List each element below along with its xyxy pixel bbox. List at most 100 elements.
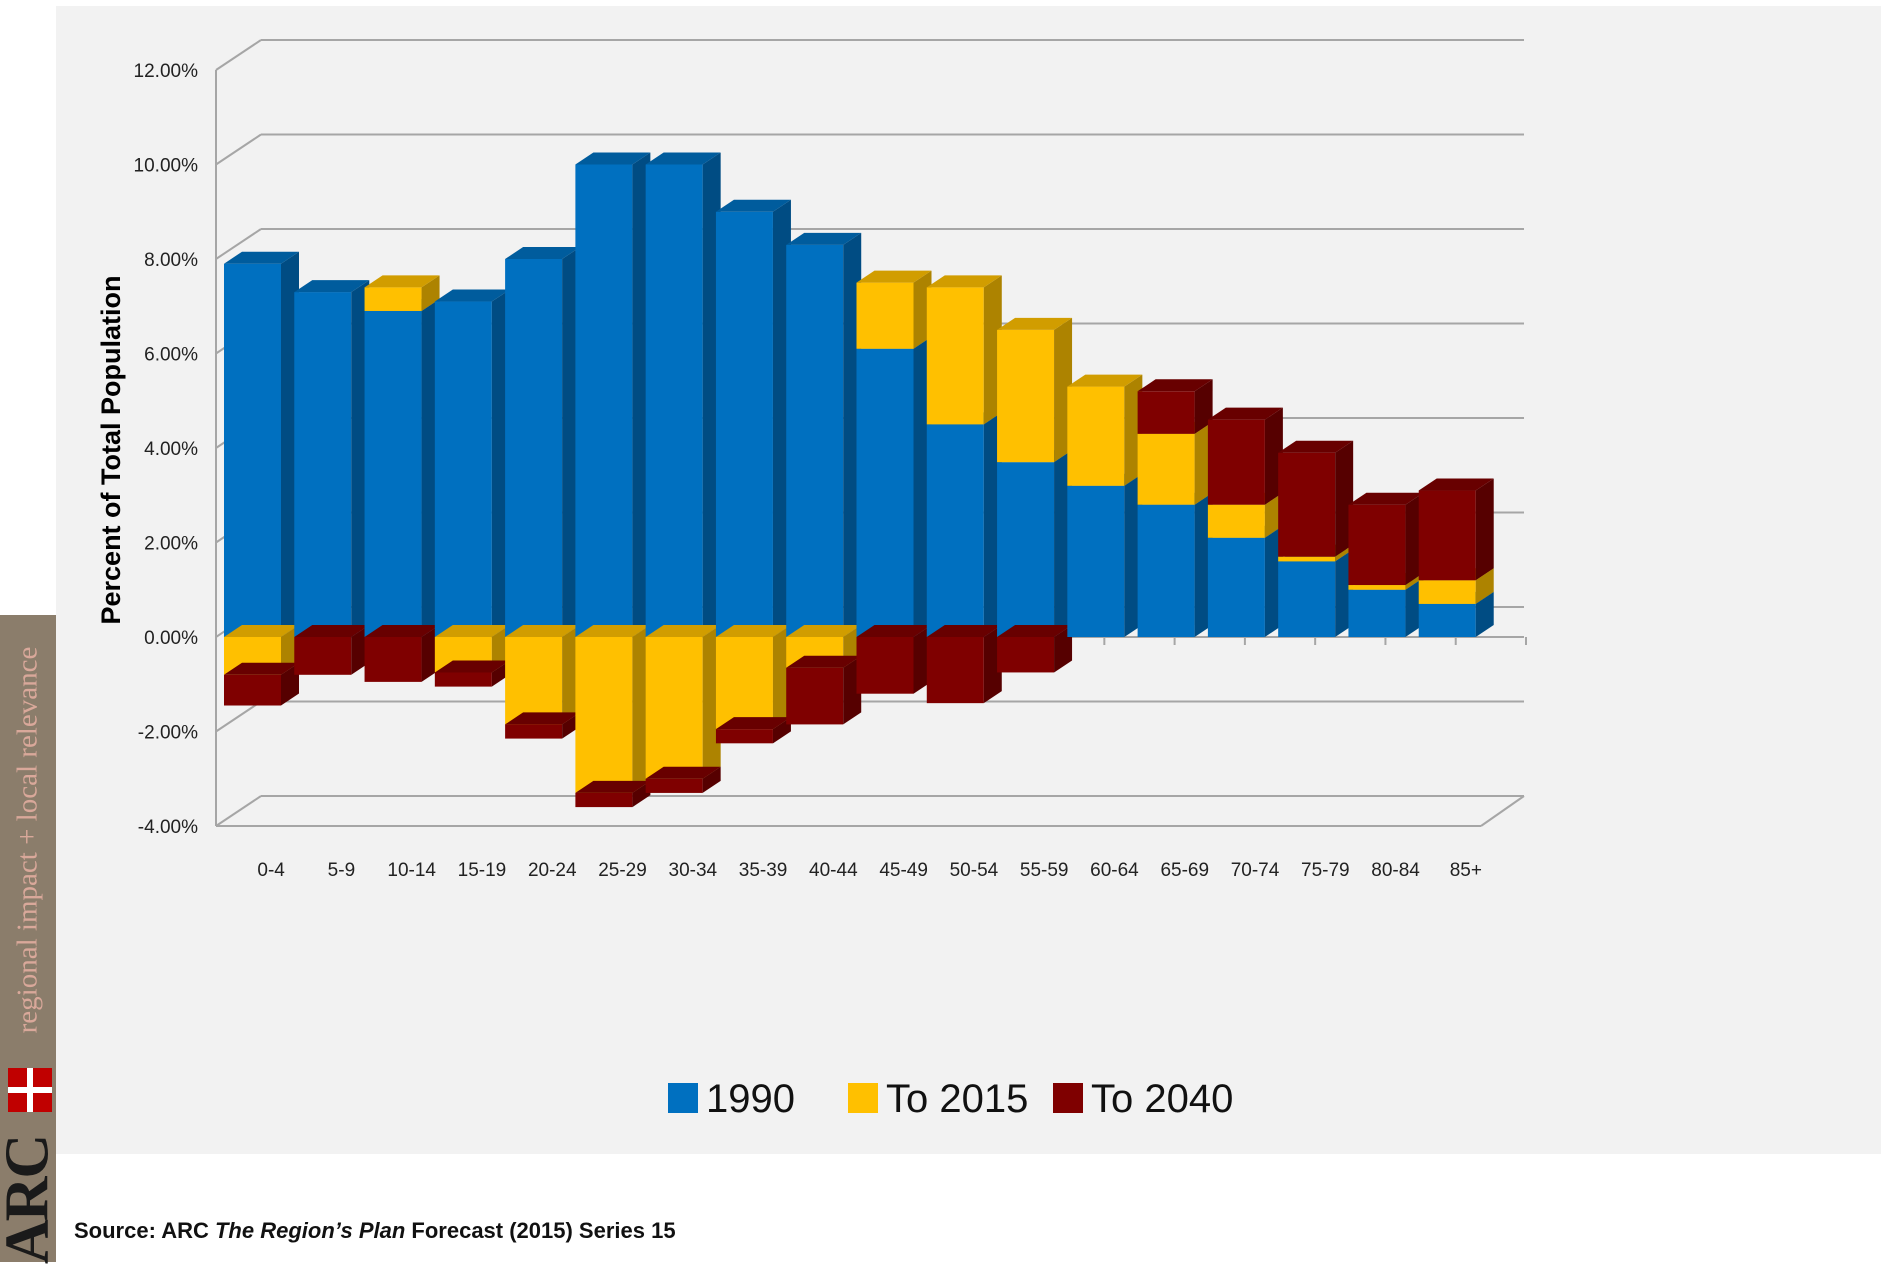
- bar-segment-top: [505, 625, 581, 637]
- bar-segment-top: [224, 251, 299, 264]
- chart-panel: -4.00% -2.00% 0.00% 2.00% 4.00% 6.00% 8.00% 10.…: [56, 6, 1881, 1154]
- arc-logo-text: ARC: [0, 1135, 62, 1264]
- chart: -4.00% -2.00% 0.00% 2.00% 4.00% 6.00% 8.00% 10.…: [96, 39, 1527, 1121]
- x-tick-label: 30-34: [669, 860, 718, 881]
- bar-segment-top: [786, 232, 862, 245]
- bar-segment-top: [434, 660, 510, 673]
- legend-label: To 2040: [1091, 1077, 1233, 1121]
- bar-segment: [1348, 585, 1406, 590]
- bar-segment: [1278, 561, 1336, 637]
- x-tick-label: 5-9: [328, 860, 355, 881]
- x-tick-label: 10-14: [387, 860, 436, 881]
- bar-segment-top: [1418, 478, 1494, 491]
- bar-segment-top: [786, 655, 862, 668]
- y-tick-label: -4.00%: [138, 817, 198, 838]
- legend-swatch: [668, 1083, 698, 1113]
- bar-segment-top: [1348, 492, 1424, 505]
- x-tick-label: 80-84: [1371, 860, 1420, 881]
- x-tick-label: 70-74: [1231, 860, 1280, 881]
- y-tick-label: 0.00%: [144, 628, 198, 649]
- bar-segment: [856, 637, 914, 694]
- bar-segment: [856, 282, 914, 349]
- x-tick-label: 50-54: [950, 860, 999, 881]
- bar-segment-top: [434, 625, 510, 637]
- bar-segment-top: [997, 625, 1073, 637]
- bar-segment-side: [421, 275, 440, 311]
- x-tick-label: 15-19: [458, 860, 507, 881]
- y-tick-label: 6.00%: [144, 345, 198, 366]
- bar-segment-top: [224, 662, 299, 675]
- bar-segment: [505, 259, 563, 637]
- bar-segment-top: [786, 625, 862, 637]
- bar-segment: [1137, 391, 1195, 434]
- bar-segment: [1418, 580, 1476, 604]
- bar-segment-top: [575, 152, 651, 165]
- bar-segment: [1278, 556, 1336, 562]
- legend-label: 1990: [706, 1077, 795, 1121]
- bar-segment: [786, 244, 844, 637]
- bar-segment: [1418, 603, 1476, 637]
- bar-segment: [715, 729, 773, 744]
- bar-segment: [224, 674, 281, 706]
- gridline-connector: [215, 133, 262, 166]
- bar-segment: [926, 287, 984, 425]
- bar-segment: [645, 778, 703, 793]
- bar-segment: [505, 637, 563, 725]
- source-note: Source: ARC The Region’s Plan Forecast (…: [74, 1218, 676, 1244]
- source-prefix: Source: ARC: [74, 1218, 215, 1243]
- bar-segment-top: [364, 275, 440, 288]
- y-tick-label: 2.00%: [144, 534, 198, 555]
- y-axis-label: Percent of Total Population: [96, 275, 126, 624]
- bar-segment: [926, 637, 984, 704]
- y-tick-label: 12.00%: [134, 61, 199, 82]
- gridline-connector: [215, 228, 262, 260]
- bar-segment: [575, 792, 633, 808]
- source-suffix: Forecast (2015) Series 15: [405, 1218, 676, 1243]
- gridline-connector: [215, 700, 262, 733]
- bar-segment: [1207, 537, 1265, 637]
- bar-segment: [1207, 419, 1265, 505]
- x-tick-label: 25-29: [598, 860, 647, 881]
- bar-segment: [856, 348, 914, 637]
- bar-segment-top: [575, 625, 651, 637]
- bar-segment-top: [364, 625, 440, 637]
- y-tick-label: 8.00%: [144, 250, 198, 271]
- bar-segment-top: [926, 275, 1002, 288]
- gridline-connector: [215, 39, 262, 71]
- bar-segment: [715, 637, 773, 730]
- bar-segment-top: [1207, 407, 1283, 420]
- bar-segment: [645, 637, 703, 779]
- x-tick-label: 0-4: [257, 860, 285, 881]
- bar-segment: [434, 672, 492, 687]
- legend-label: To 2015: [886, 1077, 1028, 1121]
- bar-segment-top: [575, 780, 651, 793]
- bar-segment-top: [294, 625, 370, 637]
- y-tick-label: -2.00%: [138, 723, 198, 744]
- legend-swatch: [1053, 1083, 1083, 1113]
- bar-segment: [645, 164, 703, 637]
- bar-segment-top: [505, 247, 581, 259]
- bar-segment-top: [856, 625, 932, 637]
- bar-segment: [997, 329, 1055, 463]
- floor-right-edge: [1480, 795, 1525, 827]
- bar-segment: [715, 211, 773, 637]
- bar-segment: [997, 637, 1055, 673]
- x-tick-label: 40-44: [809, 860, 858, 881]
- bar-segment: [1348, 589, 1406, 637]
- arc-logo-cross-icon: [8, 1068, 52, 1112]
- bar-segment-top: [645, 766, 721, 779]
- bar-segment-top: [645, 625, 721, 637]
- bar-segment-top: [434, 289, 510, 302]
- source-title: The Region’s Plan: [214, 1218, 406, 1243]
- gridline-connector: [215, 795, 262, 827]
- bar-segment-top: [926, 625, 1002, 637]
- x-tick-label: 45-49: [879, 860, 928, 881]
- x-tick-label: 75-79: [1301, 860, 1350, 881]
- bar-segment-top: [856, 270, 932, 283]
- x-tick-label: 85+: [1450, 860, 1482, 881]
- bar-segment-top: [715, 717, 791, 730]
- bar-segment: [1067, 485, 1125, 637]
- bar-segment-top: [224, 625, 299, 637]
- bar-segment-side: [1475, 478, 1494, 581]
- bar-segment: [434, 301, 492, 637]
